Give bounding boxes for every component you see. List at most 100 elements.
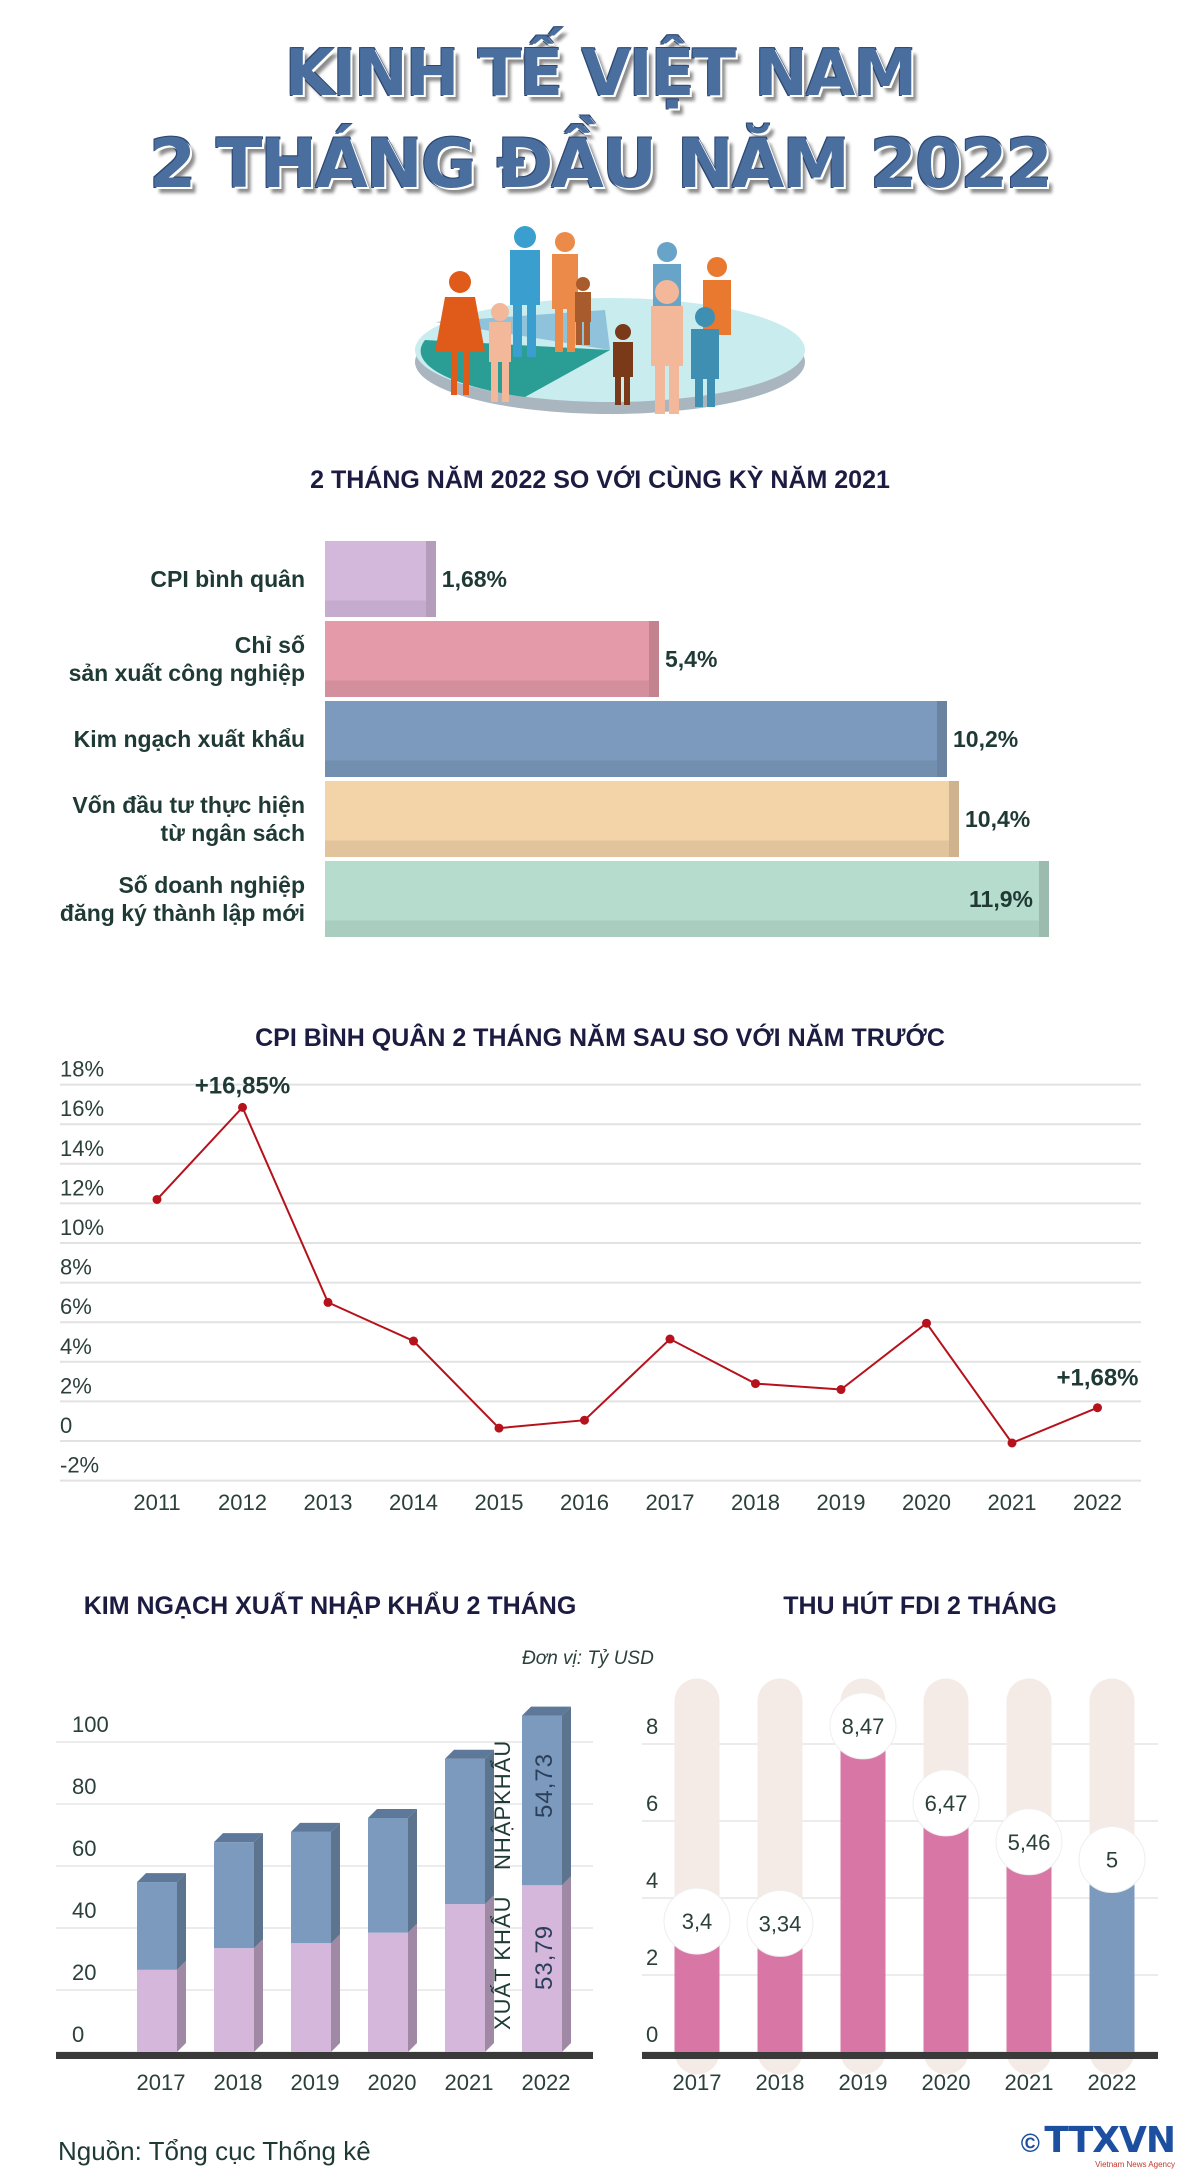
bar-top: [445, 1749, 494, 1759]
bar-side: [408, 1808, 417, 1933]
y-tick-label: 2: [646, 1945, 658, 1970]
export-bar: [291, 1943, 331, 2052]
x-tick-label: 2022: [1073, 1490, 1122, 1515]
fdi-value-label: 8,47: [842, 1714, 885, 1739]
x-tick-label: 2021: [1005, 2070, 1054, 2095]
x-tick-label: 2012: [218, 1490, 267, 1515]
page-title: KINH TẾ VIỆT NAM: [284, 37, 917, 111]
bar-side: [177, 1873, 186, 1970]
comparison-bar-value: 10,4%: [965, 806, 1031, 832]
y-tick-label: 0: [72, 2022, 84, 2047]
x-tick-label: 2021: [445, 2070, 494, 2095]
fdi-value-label: 3,4: [682, 1909, 713, 1934]
people-on-pie-chart-icon: [415, 226, 805, 414]
bar-side: [485, 1749, 494, 1905]
y-tick-label: 16%: [60, 1096, 104, 1121]
comparison-bar-label: Kim ngạch xuất khẩu: [73, 726, 305, 752]
baseline: [56, 2052, 593, 2059]
y-tick-label: 80: [72, 1774, 96, 1799]
fdi-value-label: 5: [1106, 1848, 1118, 1873]
y-tick-label: 10%: [60, 1215, 104, 1240]
cpi-point: [751, 1379, 760, 1389]
cpi-point: [1093, 1403, 1102, 1413]
x-tick-label: 2020: [922, 2070, 971, 2095]
cpi-point: [152, 1194, 162, 1204]
x-tick-label: 2021: [988, 1490, 1037, 1515]
cpi-annotation: +16,85%: [195, 1072, 290, 1099]
import-bar: [522, 1715, 562, 1886]
export-bar: [368, 1932, 408, 2052]
comparison-bar: [325, 701, 947, 777]
fdi-value-bubble: [829, 1692, 897, 1760]
x-tick-label: 2014: [389, 1490, 438, 1515]
y-tick-label: 4: [646, 1868, 658, 1893]
baseline: [642, 2052, 1158, 2059]
bar-side: [562, 1706, 571, 1886]
comparison-bar-label: Vốn đầu tư thực hiện từ ngân sách: [72, 792, 305, 846]
bar-top: [522, 1706, 571, 1716]
comparison-chart-title: 2 THÁNG NĂM 2022 SO VỚI CÙNG KỲ NĂM 2021: [310, 466, 890, 494]
comparison-bar-label: Chỉ số sản xuất công nghiệp: [68, 632, 305, 686]
import-bar: [445, 1758, 485, 1905]
comparison-bar-value: 5,4%: [665, 646, 718, 672]
fdi-value-label: 3,34: [759, 1911, 802, 1936]
comparison-bar-label: CPI bình quân: [150, 566, 305, 592]
import-2022-value: 54,73: [531, 1753, 558, 1818]
fdi-value-bubble: [995, 1808, 1063, 1876]
fdi-value-bubble: [912, 1769, 980, 1837]
y-tick-label: 12%: [60, 1175, 104, 1200]
bar-side: [254, 1833, 263, 1949]
export-bar: [445, 1904, 485, 2052]
bar-top: [137, 1873, 186, 1883]
y-tick-label: 4%: [60, 1334, 92, 1359]
bar-top: [214, 1833, 263, 1843]
import-bar: [214, 1842, 254, 1949]
x-tick-label: 2019: [817, 1490, 866, 1515]
x-tick-label: 2013: [304, 1490, 353, 1515]
y-tick-label: 100: [72, 1712, 109, 1737]
cpi-chart-title: CPI BÌNH QUÂN 2 THÁNG NĂM SAU SO VỚI NĂM…: [255, 1024, 945, 1052]
x-tick-label: 2017: [673, 2070, 722, 2095]
fdi-value-bubble: [663, 1887, 731, 1955]
cpi-point: [494, 1423, 504, 1433]
y-tick-label: 14%: [60, 1136, 104, 1161]
y-tick-label: 6%: [60, 1294, 92, 1319]
y-tick-label: 20: [72, 1960, 96, 1985]
source-text: Nguồn: Tổng cục Thống kê: [58, 2136, 371, 2166]
x-tick-label: 2018: [731, 1490, 780, 1515]
bar-side: [562, 1876, 571, 2052]
bar-side: [254, 1939, 263, 2052]
x-tick-label: 2022: [1088, 2070, 1137, 2095]
x-tick-label: 2018: [214, 2070, 263, 2095]
y-tick-label: 6: [646, 1791, 658, 1816]
x-tick-label: 2022: [522, 2070, 571, 2095]
fdi-bar: [923, 1802, 969, 2052]
export-bar: [137, 1969, 177, 2052]
bar-side: [331, 1934, 340, 2052]
import-series-label: NHẬPKHẨU: [490, 1740, 515, 1870]
x-tick-label: 2020: [902, 1490, 951, 1515]
y-tick-label: 8%: [60, 1255, 92, 1280]
fdi-value-bubble: [1078, 1826, 1146, 1893]
export-bar: [522, 1885, 562, 2052]
comparison-bar: [325, 781, 959, 857]
fdi-value-bubble: [746, 1889, 814, 1957]
cpi-line: [156, 1105, 1098, 1445]
cpi-point: [323, 1297, 333, 1307]
export-2022-value: 53,79: [531, 1925, 558, 1990]
y-tick-label: 40: [72, 1898, 96, 1923]
comparison-bar: [325, 541, 436, 617]
fdi-value-label: 5,46: [1008, 1830, 1051, 1855]
export-series-label: XUẤT KHẨU: [490, 1895, 515, 2030]
unit-note: Đơn vị: Tỷ USD: [522, 1648, 654, 1669]
cpi-point: [580, 1415, 589, 1425]
fdi-value-label: 6,47: [925, 1791, 968, 1816]
cpi-point: [409, 1336, 418, 1346]
x-tick-label: 2018: [756, 2070, 805, 2095]
comparison-bar-value: 1,68%: [441, 566, 508, 592]
comparison-bar-value: 11,9%: [969, 886, 1033, 912]
import-bar: [137, 1882, 177, 1970]
import-bar: [291, 1831, 331, 1944]
comparison-bar-value: 10,2%: [953, 726, 1019, 752]
